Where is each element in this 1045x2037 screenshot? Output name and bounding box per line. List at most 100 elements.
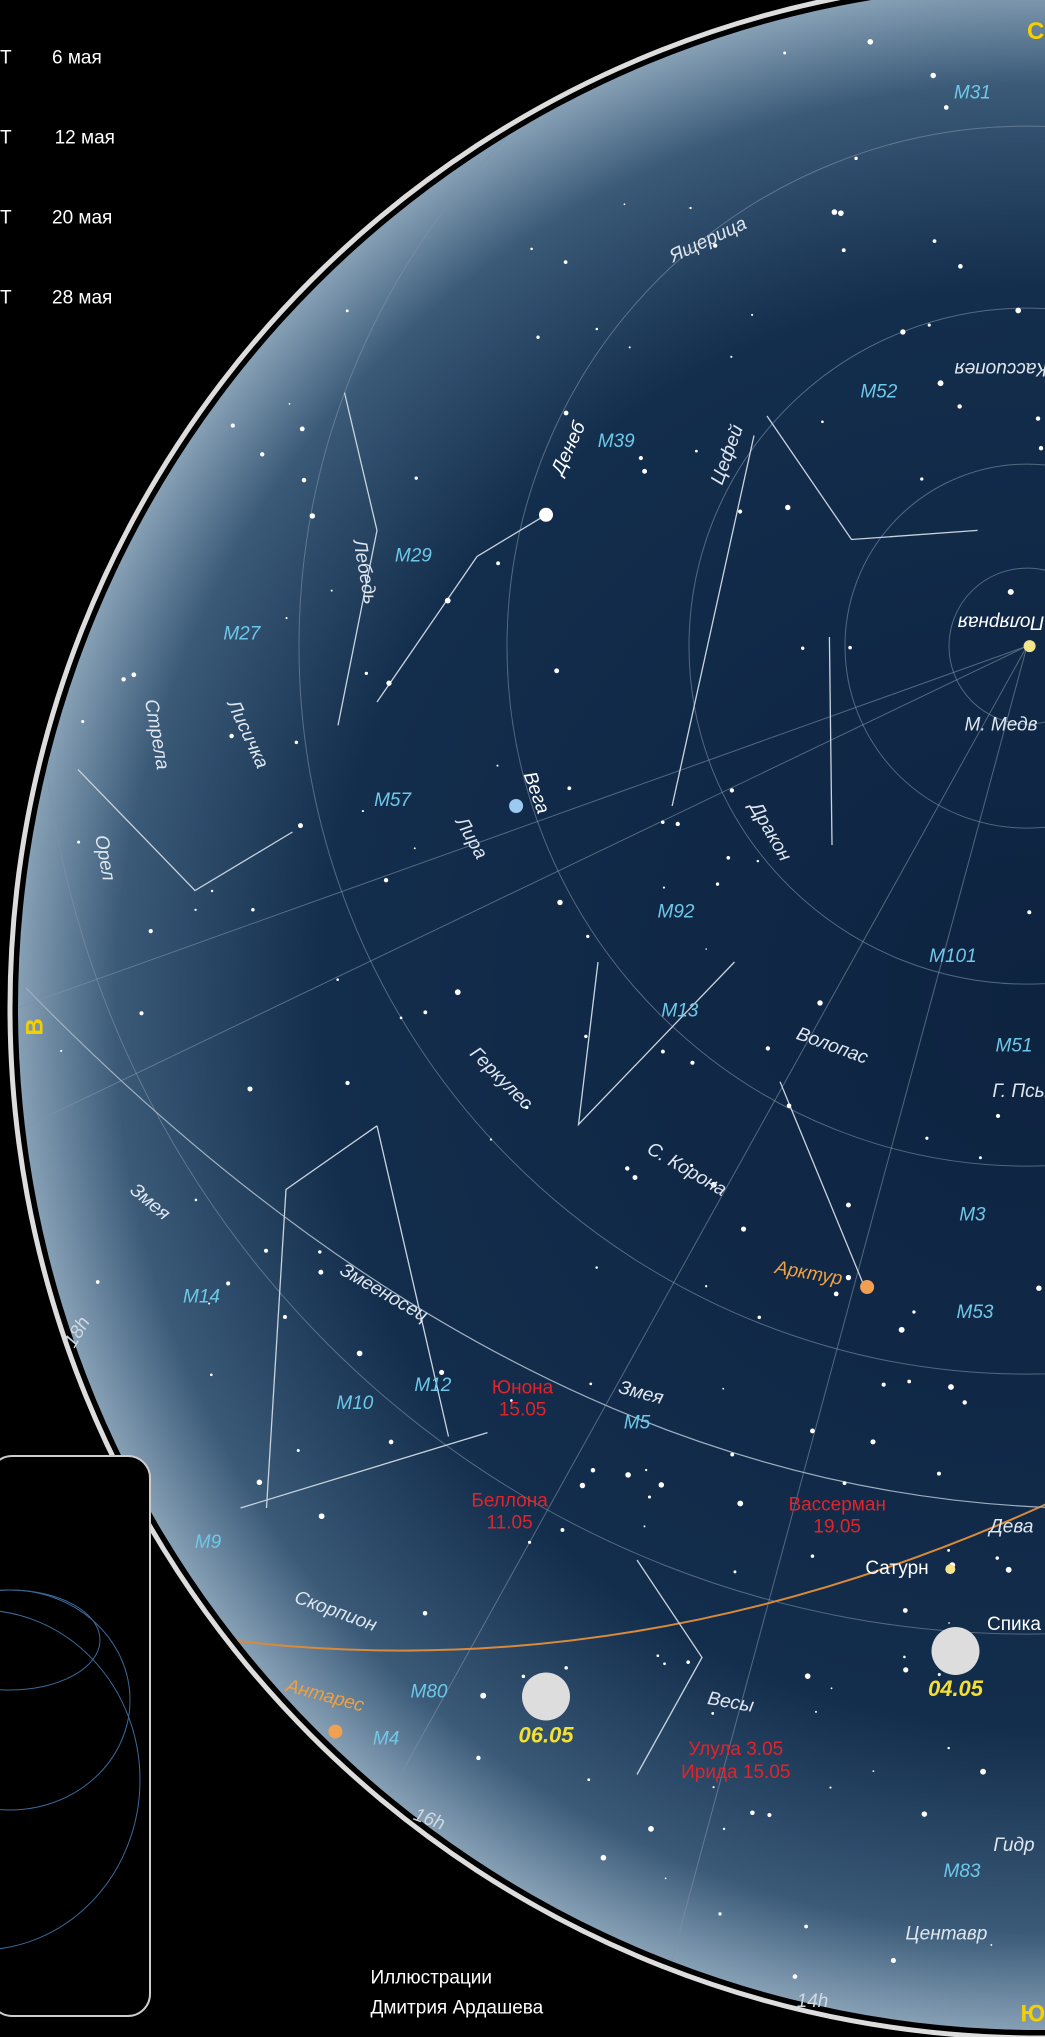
constellation-line <box>779 1081 866 1288</box>
star <box>496 764 499 767</box>
star <box>95 1280 100 1284</box>
inset-orbits <box>0 1589 141 1950</box>
constellation-line <box>240 1431 488 1509</box>
star <box>336 978 339 981</box>
star <box>962 1400 967 1405</box>
star <box>77 840 81 844</box>
constellation-line <box>476 514 547 557</box>
star <box>689 206 692 210</box>
constellation-line <box>828 636 833 846</box>
planet-saturn <box>945 1564 956 1575</box>
constellation-line <box>671 435 755 807</box>
star <box>675 821 680 827</box>
grid-circle <box>948 567 1045 725</box>
star <box>536 335 540 339</box>
star <box>890 1957 896 1964</box>
map-label: Г. Псы <box>992 1081 1045 1102</box>
grid-line <box>18 645 1028 1171</box>
star <box>1038 445 1044 451</box>
star <box>841 248 846 253</box>
star <box>194 1198 198 1202</box>
star <box>294 740 299 745</box>
grid-line <box>649 645 1028 2030</box>
star <box>726 855 731 860</box>
star <box>712 243 718 248</box>
star <box>730 1452 735 1457</box>
star <box>927 323 931 327</box>
star <box>647 1495 652 1499</box>
star <box>656 1654 660 1658</box>
star <box>595 1266 598 1269</box>
horizon-rim <box>7 0 1045 2037</box>
star <box>920 477 924 481</box>
star <box>251 908 255 912</box>
star <box>872 1770 875 1772</box>
star <box>388 1439 394 1445</box>
star <box>309 513 316 519</box>
star <box>958 264 963 269</box>
star <box>586 934 590 939</box>
star <box>686 1660 690 1665</box>
star <box>318 1250 322 1254</box>
star <box>767 1812 772 1818</box>
star <box>903 1655 906 1659</box>
star <box>738 509 743 514</box>
star <box>925 1136 929 1140</box>
grid-circle <box>298 0 1045 1375</box>
credit: Иллюстрации <box>371 1968 493 1989</box>
star <box>831 209 838 215</box>
star <box>1036 1285 1042 1291</box>
star <box>496 561 501 566</box>
constellation-line <box>766 415 978 541</box>
star <box>301 477 307 483</box>
star <box>121 677 126 682</box>
star <box>1005 1566 1012 1573</box>
map-label: Сатурн <box>865 1558 928 1579</box>
phase-letter: Т <box>0 48 12 69</box>
star <box>943 105 949 110</box>
star <box>510 1399 513 1402</box>
constellation-line <box>376 556 478 703</box>
star <box>297 823 303 829</box>
star <box>867 38 874 45</box>
constellation-line <box>577 961 735 1127</box>
map-label: M10 <box>336 1393 373 1414</box>
map-label: 15.05 <box>499 1400 547 1421</box>
phase-letter: Т <box>0 207 12 228</box>
star <box>664 1877 667 1880</box>
grid-line <box>18 645 1028 1015</box>
star <box>209 1373 213 1377</box>
star <box>718 1912 722 1916</box>
star <box>330 589 333 592</box>
star <box>937 380 944 387</box>
phase-letter: Т <box>0 127 12 148</box>
star <box>563 410 569 416</box>
map-label: M53 <box>957 1302 994 1323</box>
star <box>643 1525 646 1528</box>
map-label: Спика <box>987 1614 1041 1635</box>
star <box>345 1080 350 1086</box>
star <box>995 1556 999 1560</box>
star <box>60 1049 63 1052</box>
star <box>527 1540 532 1544</box>
map-label: Вассерман <box>788 1494 886 1515</box>
star <box>870 1439 876 1445</box>
star <box>589 1382 593 1386</box>
star <box>898 1326 905 1333</box>
star <box>978 1156 982 1160</box>
star <box>722 1827 726 1831</box>
constellation-line <box>376 1125 450 1437</box>
star <box>729 788 735 793</box>
star <box>632 1175 638 1181</box>
star <box>131 672 137 678</box>
star <box>660 820 665 824</box>
map-label: Гидр <box>993 1835 1034 1856</box>
star <box>226 1281 231 1286</box>
star <box>733 1570 737 1574</box>
star <box>947 1549 951 1552</box>
star <box>848 645 852 650</box>
star <box>642 468 648 474</box>
star <box>845 1202 851 1208</box>
star <box>247 1086 253 1092</box>
star <box>288 402 291 405</box>
